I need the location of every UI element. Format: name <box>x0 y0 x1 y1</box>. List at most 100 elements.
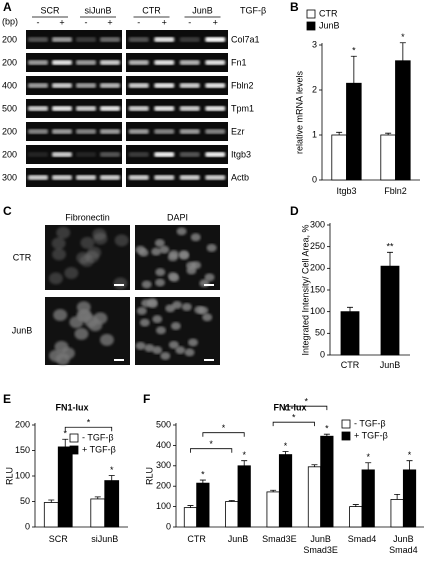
x-tick-line: Fbln2 <box>384 186 407 196</box>
x-tick-label: CTR <box>187 534 206 544</box>
gel-strip <box>26 122 122 141</box>
error-bar <box>350 55 357 84</box>
legend-label: - TGF-β <box>82 432 114 442</box>
bar <box>380 265 400 356</box>
y-tick-label: 300 <box>156 460 171 470</box>
bracket-label: * <box>222 423 226 433</box>
sign: - <box>188 17 191 27</box>
y-tick-label: 500 <box>156 419 171 429</box>
x-tick-label: Itgb3 <box>336 186 356 196</box>
bar <box>104 480 120 528</box>
x-tick-line: JunB <box>228 534 249 544</box>
x-tick-label: JunB <box>228 534 249 544</box>
bracket-label: * <box>87 418 91 428</box>
cell <box>186 266 197 275</box>
error-bar <box>336 131 343 135</box>
x-tick-line: Smad3E <box>262 534 297 544</box>
gel-band <box>154 152 175 157</box>
gel-band <box>205 37 226 42</box>
cell <box>85 250 100 263</box>
cell <box>99 333 114 346</box>
y-tick-label: 0 <box>25 521 30 531</box>
gel-band <box>76 106 96 111</box>
gene-label: Col7a1 <box>231 34 260 44</box>
x-tick-line: SCR <box>49 534 69 544</box>
error-bar <box>347 306 353 312</box>
bracket <box>190 448 233 453</box>
legend-swatch <box>341 419 351 429</box>
bar <box>346 82 362 181</box>
significance-mark: * <box>242 450 246 460</box>
gel-band <box>179 129 200 134</box>
y-tick-label: 0 <box>312 174 317 184</box>
legend-label: CTR <box>319 8 338 18</box>
error-bar <box>48 499 55 503</box>
bracket <box>272 421 315 427</box>
cell <box>144 344 155 353</box>
y-axis-label: RLU <box>4 467 14 485</box>
legend-swatch <box>341 431 351 441</box>
x-tick-line: JunB <box>310 534 331 544</box>
y-tick-label: 1 <box>312 129 317 139</box>
gel-band <box>52 106 72 111</box>
gel-band <box>76 129 96 134</box>
y-tick-label: 0 <box>320 349 325 359</box>
x-tick-line: CTR <box>341 360 360 370</box>
bar <box>361 469 375 528</box>
panel-letter: B <box>290 0 299 14</box>
cell <box>188 338 199 347</box>
significance-mark: ** <box>386 242 394 252</box>
stain-label: DAPI <box>167 212 188 222</box>
y-tick-label: 100 <box>15 470 30 480</box>
legend-label: - TGF-β <box>354 418 386 428</box>
gel-band <box>52 175 72 180</box>
condition-label: JunB <box>12 325 33 335</box>
legend-swatch <box>306 9 316 19</box>
cell <box>147 298 158 307</box>
gel-band <box>100 60 120 65</box>
legend-swatch <box>69 445 79 455</box>
gel-band <box>52 60 72 65</box>
cell <box>190 233 201 242</box>
x-tick-label: siJunB <box>91 534 118 544</box>
cell <box>152 315 163 324</box>
panel-letter: E <box>3 392 11 406</box>
gel-band <box>128 129 149 134</box>
y-tick-label: 3 <box>312 39 317 49</box>
gel-band <box>154 175 175 180</box>
cell <box>155 278 166 287</box>
cell <box>168 250 179 259</box>
gel-band <box>205 175 226 180</box>
gel-strip <box>126 76 228 95</box>
y-tick-label: 2 <box>312 84 317 94</box>
group-label: siJunB <box>84 5 111 15</box>
gel-band <box>128 106 149 111</box>
cell <box>52 248 67 261</box>
gel-band <box>179 37 200 42</box>
sign: - <box>37 17 40 27</box>
gel-band <box>179 152 200 157</box>
cell <box>168 340 179 349</box>
bar <box>196 482 210 528</box>
gel-band <box>76 175 96 180</box>
gel-band <box>154 83 175 88</box>
y-tick-label: 100 <box>156 501 171 511</box>
cell <box>56 226 71 239</box>
bracket-label: * <box>292 413 296 423</box>
x-tick-label: Fbln2 <box>384 186 407 196</box>
cell <box>159 245 170 254</box>
cell <box>206 243 217 252</box>
gel-band <box>28 106 48 111</box>
gene-label: Ezr <box>231 126 245 136</box>
bar <box>349 506 363 528</box>
significance-mark: * <box>201 469 205 479</box>
cell <box>179 251 190 260</box>
bar <box>57 446 73 528</box>
cell <box>135 341 146 350</box>
cell <box>93 232 108 245</box>
error-bar <box>352 504 359 507</box>
error-bar <box>387 251 393 267</box>
bar <box>90 498 106 528</box>
gel-band <box>52 152 72 157</box>
gel-band <box>100 129 120 134</box>
